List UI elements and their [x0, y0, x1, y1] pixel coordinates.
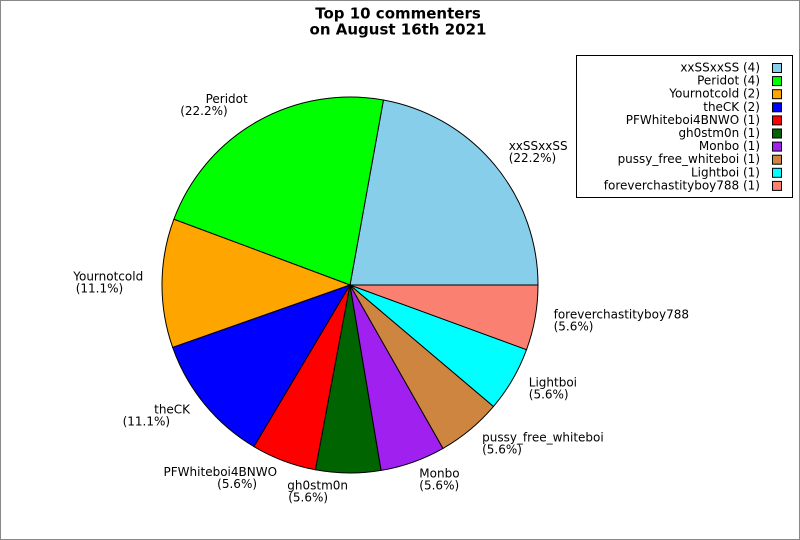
legend-label: Monbo (1)	[699, 139, 760, 153]
legend-label: Peridot (4)	[697, 74, 760, 88]
legend-swatch	[772, 154, 782, 165]
legend-swatch	[772, 102, 782, 113]
slice-label: PFWhiteboi4BNWO	[164, 465, 277, 479]
pie-slice	[349, 99, 539, 286]
slice-label: xxSSxxSS	[509, 139, 568, 153]
slice-value-label: (5.6%)	[288, 490, 328, 504]
slice-value-label: (5.6%)	[217, 477, 257, 491]
slice-value-label: (22.2%)	[180, 104, 227, 118]
slice-label: Lightboi	[529, 375, 577, 389]
legend-swatch	[772, 63, 782, 73]
slice-label: Monbo	[419, 466, 459, 480]
legend-label: theCK (2)	[703, 100, 760, 114]
legend-swatch	[772, 76, 782, 87]
legend-swatch	[772, 89, 782, 100]
slice-value-label: (5.6%)	[482, 443, 522, 457]
slice-label: Yournotcold	[72, 270, 143, 284]
legend-label: PFWhiteboi4BNWO (1)	[626, 113, 760, 127]
slice-value-label: (22.2%)	[509, 151, 556, 165]
slice-value-label: (11.1%)	[76, 282, 123, 296]
slice-label: foreverchastityboy788	[554, 308, 689, 322]
legend-label: foreverchastityboy788 (1)	[604, 178, 760, 192]
legend-swatch	[772, 180, 782, 191]
legend-label: Yournotcold (2)	[668, 87, 760, 101]
pie-slice	[161, 218, 352, 349]
legend-swatch	[772, 115, 782, 126]
legend-label: gh0stm0n (1)	[678, 126, 760, 140]
legend-box	[576, 55, 793, 198]
slice-label: pussy_free_whiteboi	[482, 431, 604, 445]
legend-swatch	[772, 167, 782, 178]
slice-value-label: (11.1%)	[123, 415, 170, 429]
legend-swatch	[772, 141, 782, 152]
pie-slice	[173, 96, 385, 286]
legend-label: Lightboi (1)	[691, 165, 760, 179]
legend-label: pussy_free_whiteboi (1)	[618, 152, 760, 166]
chart-subtitle: on August 16th 2021	[310, 21, 487, 39]
slice-label: Peridot	[206, 92, 248, 106]
slice-value-label: (5.6%)	[554, 320, 594, 334]
chart-title: Top 10 commenters	[315, 5, 481, 23]
legend-label: xxSSxxSS (4)	[680, 61, 760, 75]
slice-label: theCK	[154, 403, 191, 417]
slice-label: gh0stm0n	[287, 478, 348, 492]
legend-swatch	[772, 128, 782, 139]
pie-slice	[172, 284, 352, 448]
slice-value-label: (5.6%)	[529, 387, 569, 401]
slice-value-label: (5.6%)	[419, 478, 459, 492]
pie-slice	[349, 284, 539, 351]
